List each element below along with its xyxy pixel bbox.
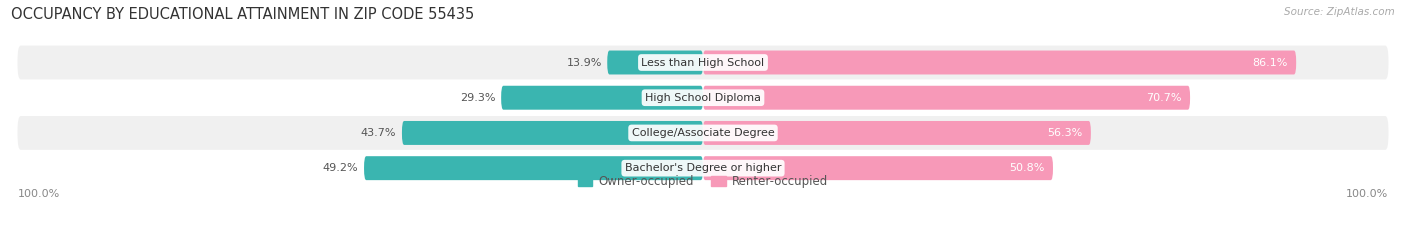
FancyBboxPatch shape <box>402 121 703 145</box>
Text: Source: ZipAtlas.com: Source: ZipAtlas.com <box>1284 7 1395 17</box>
FancyBboxPatch shape <box>17 46 1389 79</box>
Text: College/Associate Degree: College/Associate Degree <box>631 128 775 138</box>
FancyBboxPatch shape <box>17 116 1389 150</box>
Text: Less than High School: Less than High School <box>641 58 765 68</box>
Text: 56.3%: 56.3% <box>1047 128 1083 138</box>
Text: Bachelor's Degree or higher: Bachelor's Degree or higher <box>624 163 782 173</box>
FancyBboxPatch shape <box>703 86 1189 110</box>
FancyBboxPatch shape <box>703 51 1296 75</box>
Text: 29.3%: 29.3% <box>460 93 496 103</box>
Text: 100.0%: 100.0% <box>1347 189 1389 199</box>
FancyBboxPatch shape <box>364 156 703 180</box>
FancyBboxPatch shape <box>17 151 1389 185</box>
FancyBboxPatch shape <box>17 81 1389 115</box>
Text: 50.8%: 50.8% <box>1010 163 1045 173</box>
Text: High School Diploma: High School Diploma <box>645 93 761 103</box>
Text: 100.0%: 100.0% <box>17 189 59 199</box>
Text: 13.9%: 13.9% <box>567 58 602 68</box>
FancyBboxPatch shape <box>703 121 1091 145</box>
Text: 70.7%: 70.7% <box>1146 93 1182 103</box>
Text: 49.2%: 49.2% <box>323 163 359 173</box>
Legend: Owner-occupied, Renter-occupied: Owner-occupied, Renter-occupied <box>574 170 832 193</box>
FancyBboxPatch shape <box>703 156 1053 180</box>
Text: 86.1%: 86.1% <box>1253 58 1288 68</box>
Text: OCCUPANCY BY EDUCATIONAL ATTAINMENT IN ZIP CODE 55435: OCCUPANCY BY EDUCATIONAL ATTAINMENT IN Z… <box>11 7 474 22</box>
FancyBboxPatch shape <box>501 86 703 110</box>
Text: 43.7%: 43.7% <box>361 128 396 138</box>
FancyBboxPatch shape <box>607 51 703 75</box>
